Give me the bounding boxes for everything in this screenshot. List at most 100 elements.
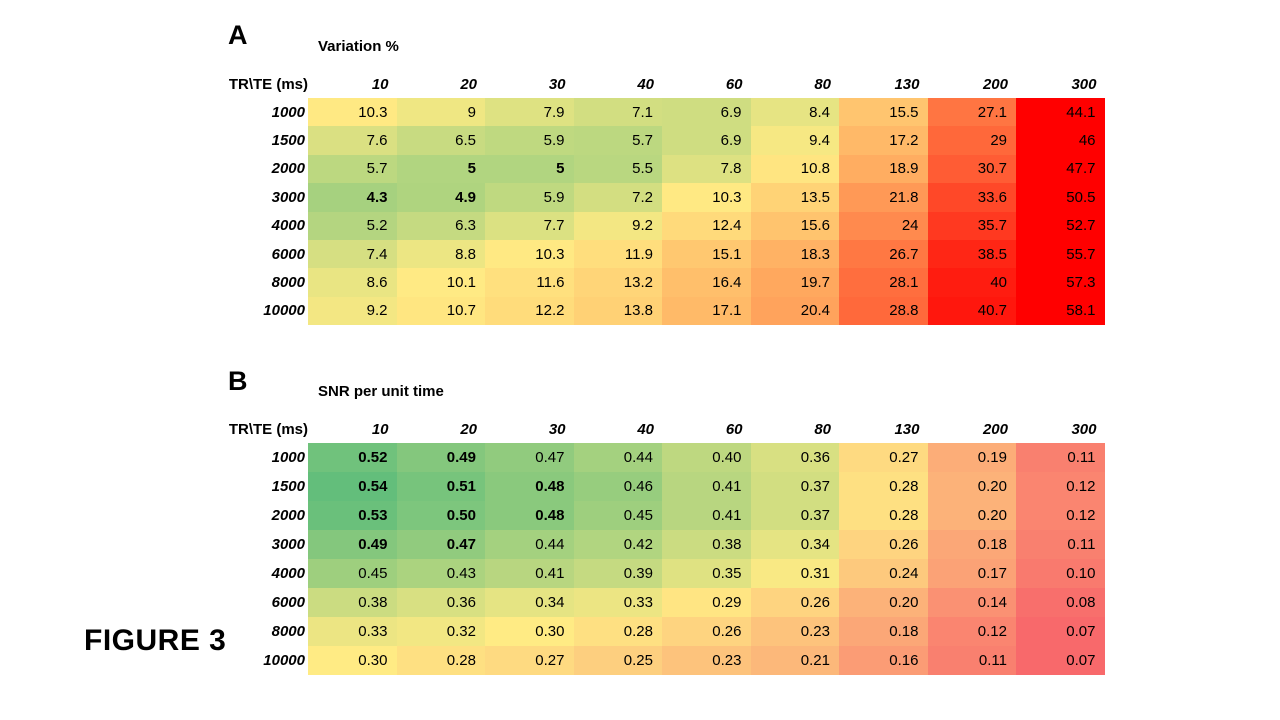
heatmap-cell: 0.28 [839, 501, 928, 530]
heatmap-cell: 0.28 [573, 617, 662, 646]
heatmap-row: 8000 8.6 10.1 11.6 13.2 16.4 19.7 28.1 40 57.3 [222, 268, 1105, 297]
heatmap-row: 3000 4.3 4.9 5.9 7.2 10.3 13.5 21.8 33.6 50.5 [222, 183, 1105, 212]
heatmap-cell: 0.27 [485, 646, 574, 675]
heatmap-cell: 12.2 [485, 296, 574, 326]
heatmap-cell: 58.1 [1016, 296, 1105, 326]
heatmap-cell: 0.33 [308, 617, 397, 646]
heatmap-cell: 28.8 [839, 296, 928, 326]
heatmap-cell: 13.2 [573, 268, 662, 297]
heatmap-row-label: 8000 [271, 623, 305, 640]
heatmap-row-label: 1000 [271, 449, 305, 466]
heatmap-cell: 0.33 [573, 588, 662, 617]
heatmap-header-row: TR\TE (ms) 10 20 30 40 60 80 130 200 300 [222, 415, 1105, 443]
heatmap-cell: 10.7 [396, 296, 485, 326]
heatmap-cell: 6.9 [662, 126, 751, 155]
heatmap-cell: 0.43 [396, 559, 485, 588]
heatmap-cell: 0.44 [573, 443, 662, 472]
heatmap-corner-label: TR\TE (ms) [228, 421, 308, 438]
heatmap-cell: 5.2 [308, 211, 397, 240]
heatmap-cell: 17.2 [839, 126, 928, 155]
heatmap-cell: 0.18 [839, 617, 928, 646]
heatmap-cell: 0.41 [662, 501, 751, 530]
panel-b-letter: B [228, 366, 248, 396]
heatmap-cell: 0.23 [662, 646, 751, 675]
heatmap-cell: 0.27 [839, 443, 928, 472]
heatmap-column-header: 40 [637, 421, 654, 438]
heatmap-cell: 0.32 [396, 617, 485, 646]
heatmap-cell: 28.1 [839, 268, 928, 297]
heatmap-row-label: 1500 [271, 478, 305, 495]
heatmap-cell: 26.7 [839, 239, 928, 269]
heatmap-cell: 33.6 [927, 183, 1016, 212]
heatmap-cell: 0.28 [396, 646, 485, 675]
heatmap-cell: 0.12 [1016, 472, 1105, 501]
heatmap-cell: 5 [396, 154, 485, 184]
heatmap-cell: 9 [396, 98, 485, 127]
heatmap-cell: 9.2 [308, 296, 397, 326]
heatmap-cell: 57.3 [1016, 268, 1105, 297]
heatmap-cell: 8.4 [750, 98, 839, 127]
heatmap-column-header: 20 [460, 76, 477, 93]
heatmap-row-label: 3000 [271, 536, 305, 553]
figure-label: FIGURE 3 [84, 624, 227, 657]
heatmap-cell: 40.7 [927, 296, 1016, 326]
heatmap-cell: 0.45 [573, 501, 662, 530]
heatmap-row: 2000 0.53 0.50 0.48 0.45 0.41 0.37 0.28 0.20 0.12 [222, 501, 1105, 530]
heatmap-cell: 0.48 [485, 472, 574, 501]
heatmap-cell: 13.5 [750, 183, 839, 212]
heatmap-cell: 0.20 [927, 472, 1016, 501]
heatmap-row-label: 10000 [263, 652, 305, 669]
heatmap-cell: 19.7 [750, 268, 839, 297]
heatmap-cell: 0.17 [927, 559, 1016, 588]
heatmap-cell: 5.5 [573, 154, 662, 184]
heatmap-cell: 29 [927, 126, 1016, 155]
heatmap-cell: 0.45 [308, 559, 397, 588]
heatmap-row-label: 10000 [263, 302, 305, 320]
heatmap-column-header: 30 [548, 421, 566, 438]
heatmap-cell: 0.38 [662, 530, 751, 559]
heatmap-column-header: 80 [814, 421, 831, 438]
heatmap-column-header: 200 [982, 76, 1008, 93]
heatmap-row: 1000 0.52 0.49 0.47 0.44 0.40 0.36 0.27 0.19 0.11 [222, 443, 1105, 472]
heatmap-cell: 0.25 [573, 646, 662, 675]
heatmap-cell: 0.12 [927, 617, 1016, 646]
heatmap-cell: 5.9 [485, 126, 574, 155]
heatmap-cell: 0.34 [485, 588, 574, 617]
heatmap-cell: 0.42 [573, 530, 662, 559]
heatmap-cell: 0.07 [1016, 646, 1105, 675]
heatmap-row-label: 8000 [271, 274, 305, 292]
heatmap-column-header: 80 [814, 76, 831, 93]
heatmap-cell: 0.08 [1016, 588, 1105, 617]
heatmap-cell: 0.11 [1016, 530, 1105, 559]
heatmap-cell: 7.4 [308, 239, 397, 269]
heatmap-cell: 0.41 [485, 559, 574, 588]
heatmap-header-row: TR\TE (ms) 10 20 30 40 60 80 130 200 300 [222, 70, 1105, 98]
heatmap-cell: 8.8 [396, 239, 485, 269]
heatmap-cell: 40 [927, 268, 1016, 297]
heatmap-cell: 10.8 [750, 154, 839, 184]
heatmap-cell: 0.38 [308, 588, 397, 617]
heatmap-cell: 0.47 [396, 530, 485, 559]
heatmap-cell: 5.9 [485, 183, 574, 212]
heatmap-snr-per-unit-time: TR\TE (ms) 10 20 30 40 60 80 130 200 300 1000 0.52 0… [222, 415, 1105, 675]
heatmap-cell: 0.54 [308, 472, 397, 501]
heatmap-cell: 9.2 [573, 211, 662, 240]
heatmap-cell: 0.12 [1016, 501, 1105, 530]
heatmap-cell: 0.35 [662, 559, 751, 588]
heatmap-row: 1500 0.54 0.51 0.48 0.46 0.41 0.37 0.28 0.20 0.12 [222, 472, 1105, 501]
heatmap-row-label: 2000 [271, 160, 305, 178]
heatmap-cell: 16.4 [662, 268, 751, 297]
heatmap-column-header: 30 [548, 76, 566, 93]
heatmap-row-label: 1000 [271, 103, 305, 121]
heatmap-cell: 0.23 [750, 617, 839, 646]
heatmap-cell: 0.11 [927, 646, 1016, 675]
heatmap-cell: 0.40 [662, 443, 751, 472]
heatmap-cell: 0.30 [485, 617, 574, 646]
heatmap-cell: 0.30 [308, 646, 397, 675]
heatmap-cell: 11.6 [485, 268, 574, 297]
heatmap-cell: 18.3 [750, 239, 839, 269]
heatmap-cell: 7.6 [308, 126, 397, 155]
heatmap-row-label: 4000 [271, 217, 305, 235]
heatmap-column-header: 20 [460, 421, 477, 438]
